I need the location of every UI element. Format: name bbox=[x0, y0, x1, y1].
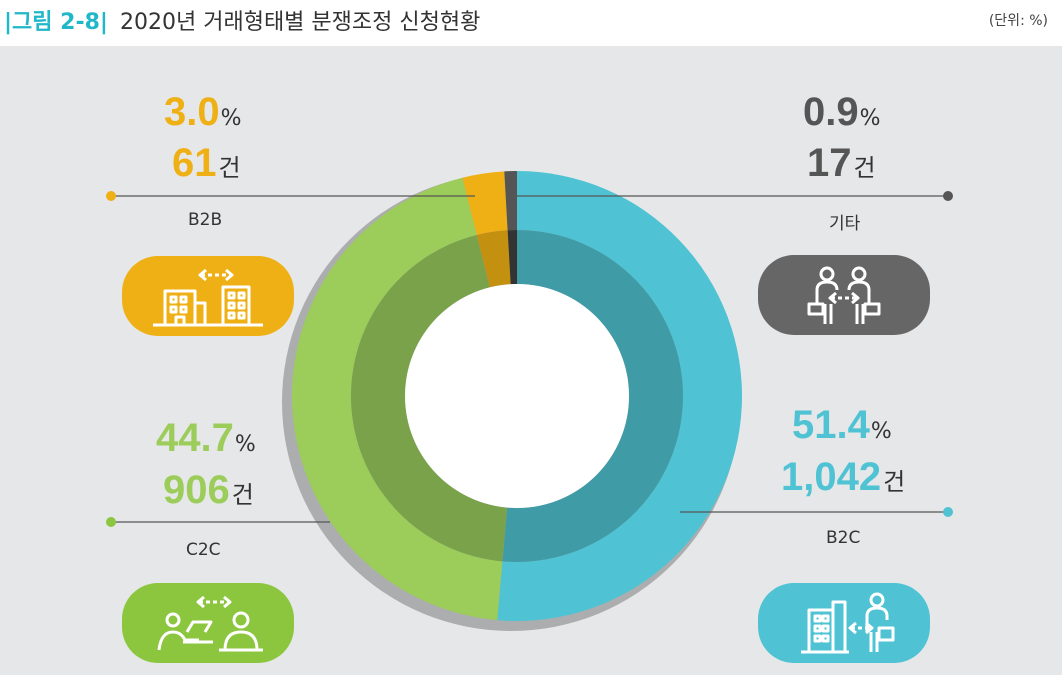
figure-label: |그림 2-8| bbox=[4, 10, 108, 35]
b2c-count: 1,042건 bbox=[781, 457, 905, 497]
etc-label: 기타 bbox=[829, 214, 861, 234]
b2c-percent-value: 51.4 bbox=[792, 403, 870, 447]
b2b-percent: 3.0% bbox=[164, 92, 242, 132]
consumers-exchange-icon bbox=[157, 595, 263, 652]
b2b-percent-value: 3.0 bbox=[164, 90, 220, 134]
b2b-percent-unit: % bbox=[220, 106, 242, 131]
figure-header: |그림 2-8| 2020년 거래형태별 분쟁조정 신청현황 (단위: %) bbox=[0, 0, 1062, 44]
b2c-count-unit: 건 bbox=[883, 468, 906, 496]
b2c-count-value: 1,042 bbox=[781, 455, 882, 499]
c2c-label: C2C bbox=[186, 540, 221, 560]
b2c-badge bbox=[758, 583, 930, 663]
slice-inner-b2b bbox=[476, 230, 511, 288]
slice-b2b bbox=[462, 171, 508, 235]
business-consumer-exchange-icon bbox=[801, 592, 895, 654]
donut-hole bbox=[405, 284, 629, 508]
c2c-percent: 44.7% bbox=[156, 418, 256, 458]
etc-percent-value: 0.9 bbox=[803, 90, 859, 134]
b2c-percent: 51.4% bbox=[792, 405, 892, 445]
c2c-percent-value: 44.7 bbox=[156, 416, 234, 460]
b2b-count-unit: 건 bbox=[218, 154, 241, 182]
etc-count-value: 17 bbox=[807, 141, 852, 185]
unit-note: (단위: %) bbox=[988, 13, 1048, 29]
c2c-count: 906건 bbox=[163, 470, 254, 510]
people-exchange-icon bbox=[807, 266, 881, 324]
leader-b2b-dot bbox=[106, 191, 116, 201]
buildings-exchange-icon bbox=[153, 268, 263, 327]
leader-c2c-dot bbox=[106, 517, 116, 527]
b2c-percent-unit: % bbox=[870, 419, 892, 444]
etc-count: 17건 bbox=[807, 143, 876, 183]
b2b-count: 61건 bbox=[172, 143, 241, 183]
etc-percent: 0.9% bbox=[803, 92, 881, 132]
b2b-count-value: 61 bbox=[172, 141, 217, 185]
etc-badge bbox=[758, 255, 930, 335]
leader-etc-dot bbox=[943, 191, 953, 201]
b2b-badge bbox=[122, 256, 294, 336]
etc-count-unit: 건 bbox=[853, 154, 876, 182]
b2c-label: B2C bbox=[826, 528, 861, 548]
etc-percent-unit: % bbox=[859, 106, 881, 131]
slice-inner-c2c bbox=[351, 234, 508, 562]
slice-b2c bbox=[497, 171, 742, 621]
c2c-badge bbox=[122, 583, 294, 663]
c2c-count-value: 906 bbox=[163, 468, 230, 512]
slice-etc bbox=[504, 171, 517, 231]
slice-c2c bbox=[291, 177, 503, 621]
slice-inner-b2c bbox=[502, 229, 684, 563]
figure-title: 2020년 거래형태별 분쟁조정 신청현황 bbox=[120, 10, 481, 35]
b2b-label: B2B bbox=[188, 210, 223, 230]
slice-inner-etc bbox=[507, 230, 517, 285]
leader-b2c-dot bbox=[943, 507, 953, 517]
c2c-count-unit: 건 bbox=[231, 481, 254, 509]
c2c-percent-unit: % bbox=[234, 432, 256, 457]
